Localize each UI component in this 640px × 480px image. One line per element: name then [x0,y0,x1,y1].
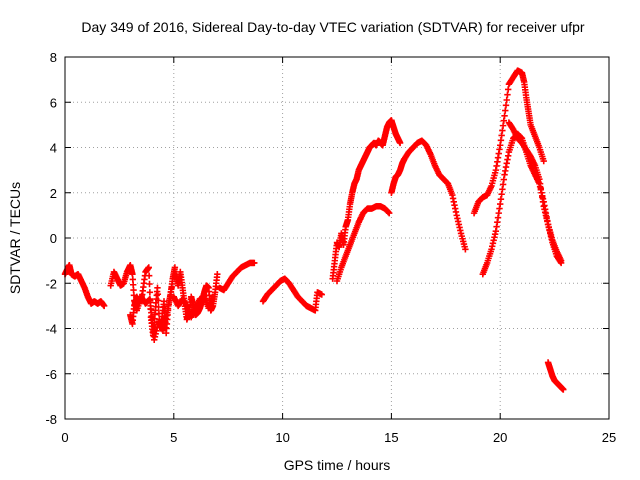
x-tick-label: 5 [170,430,177,445]
data-point [100,302,108,310]
x-tick-label: 15 [384,430,398,445]
data-point [318,291,325,298]
data-point [214,271,221,278]
x-tick-label: 0 [61,430,68,445]
data-marks [61,67,567,393]
y-tick-label: -8 [45,412,57,427]
series-seg-g [333,203,393,285]
data-point [154,284,161,291]
series-seg-i [470,67,547,217]
data-point [145,264,152,271]
data-point-interp [146,289,154,296]
series-seg-d [216,259,258,294]
y-tick-label: 8 [50,50,57,65]
series-seg-j2 [505,119,565,264]
data-point [557,257,565,264]
chart-title: Day 349 of 2016, Sidereal Day-to-day VTE… [81,19,585,35]
axis-ticks: 0 5 10 15 20 25 -8 -6 -4 -2 0 2 4 6 8 [45,50,616,445]
series-seg-c2 [170,293,217,321]
series-seg-f [329,117,404,282]
data-point [462,246,469,253]
data-point-interp [155,297,162,304]
series-seg-e [259,275,325,314]
data-point-interp [154,290,162,298]
data-point [251,259,258,267]
y-tick-label: -2 [45,276,57,291]
series-seg-j [479,130,565,278]
y-tick-label: 6 [50,95,57,110]
data-point [386,209,393,217]
y-tick-label: 4 [50,141,57,156]
plot-frame [64,56,610,420]
y-tick-label: -6 [45,367,57,382]
y-tick-label: 2 [50,186,57,201]
series-seg-b2 [127,284,175,344]
data-point-interp [146,280,153,288]
x-tick-label: 25 [602,430,616,445]
data-point [168,284,175,291]
data-point [560,386,567,393]
y-axis-label: SDTVAR / TECUs [7,182,23,294]
data-point [209,293,217,301]
data-point [540,157,547,165]
x-tick-label: 10 [275,430,289,445]
x-tick-label: 20 [493,430,507,445]
series-seg-h [388,137,469,253]
series-seg-a [61,261,108,310]
series-seg-k [544,359,567,393]
y-tick-label: -4 [45,322,57,337]
data-point [396,139,404,147]
y-tick-label: 0 [50,231,57,246]
data-point-interp [145,272,153,279]
x-axis-label: GPS time / hours [284,457,391,473]
data-point [171,264,179,271]
